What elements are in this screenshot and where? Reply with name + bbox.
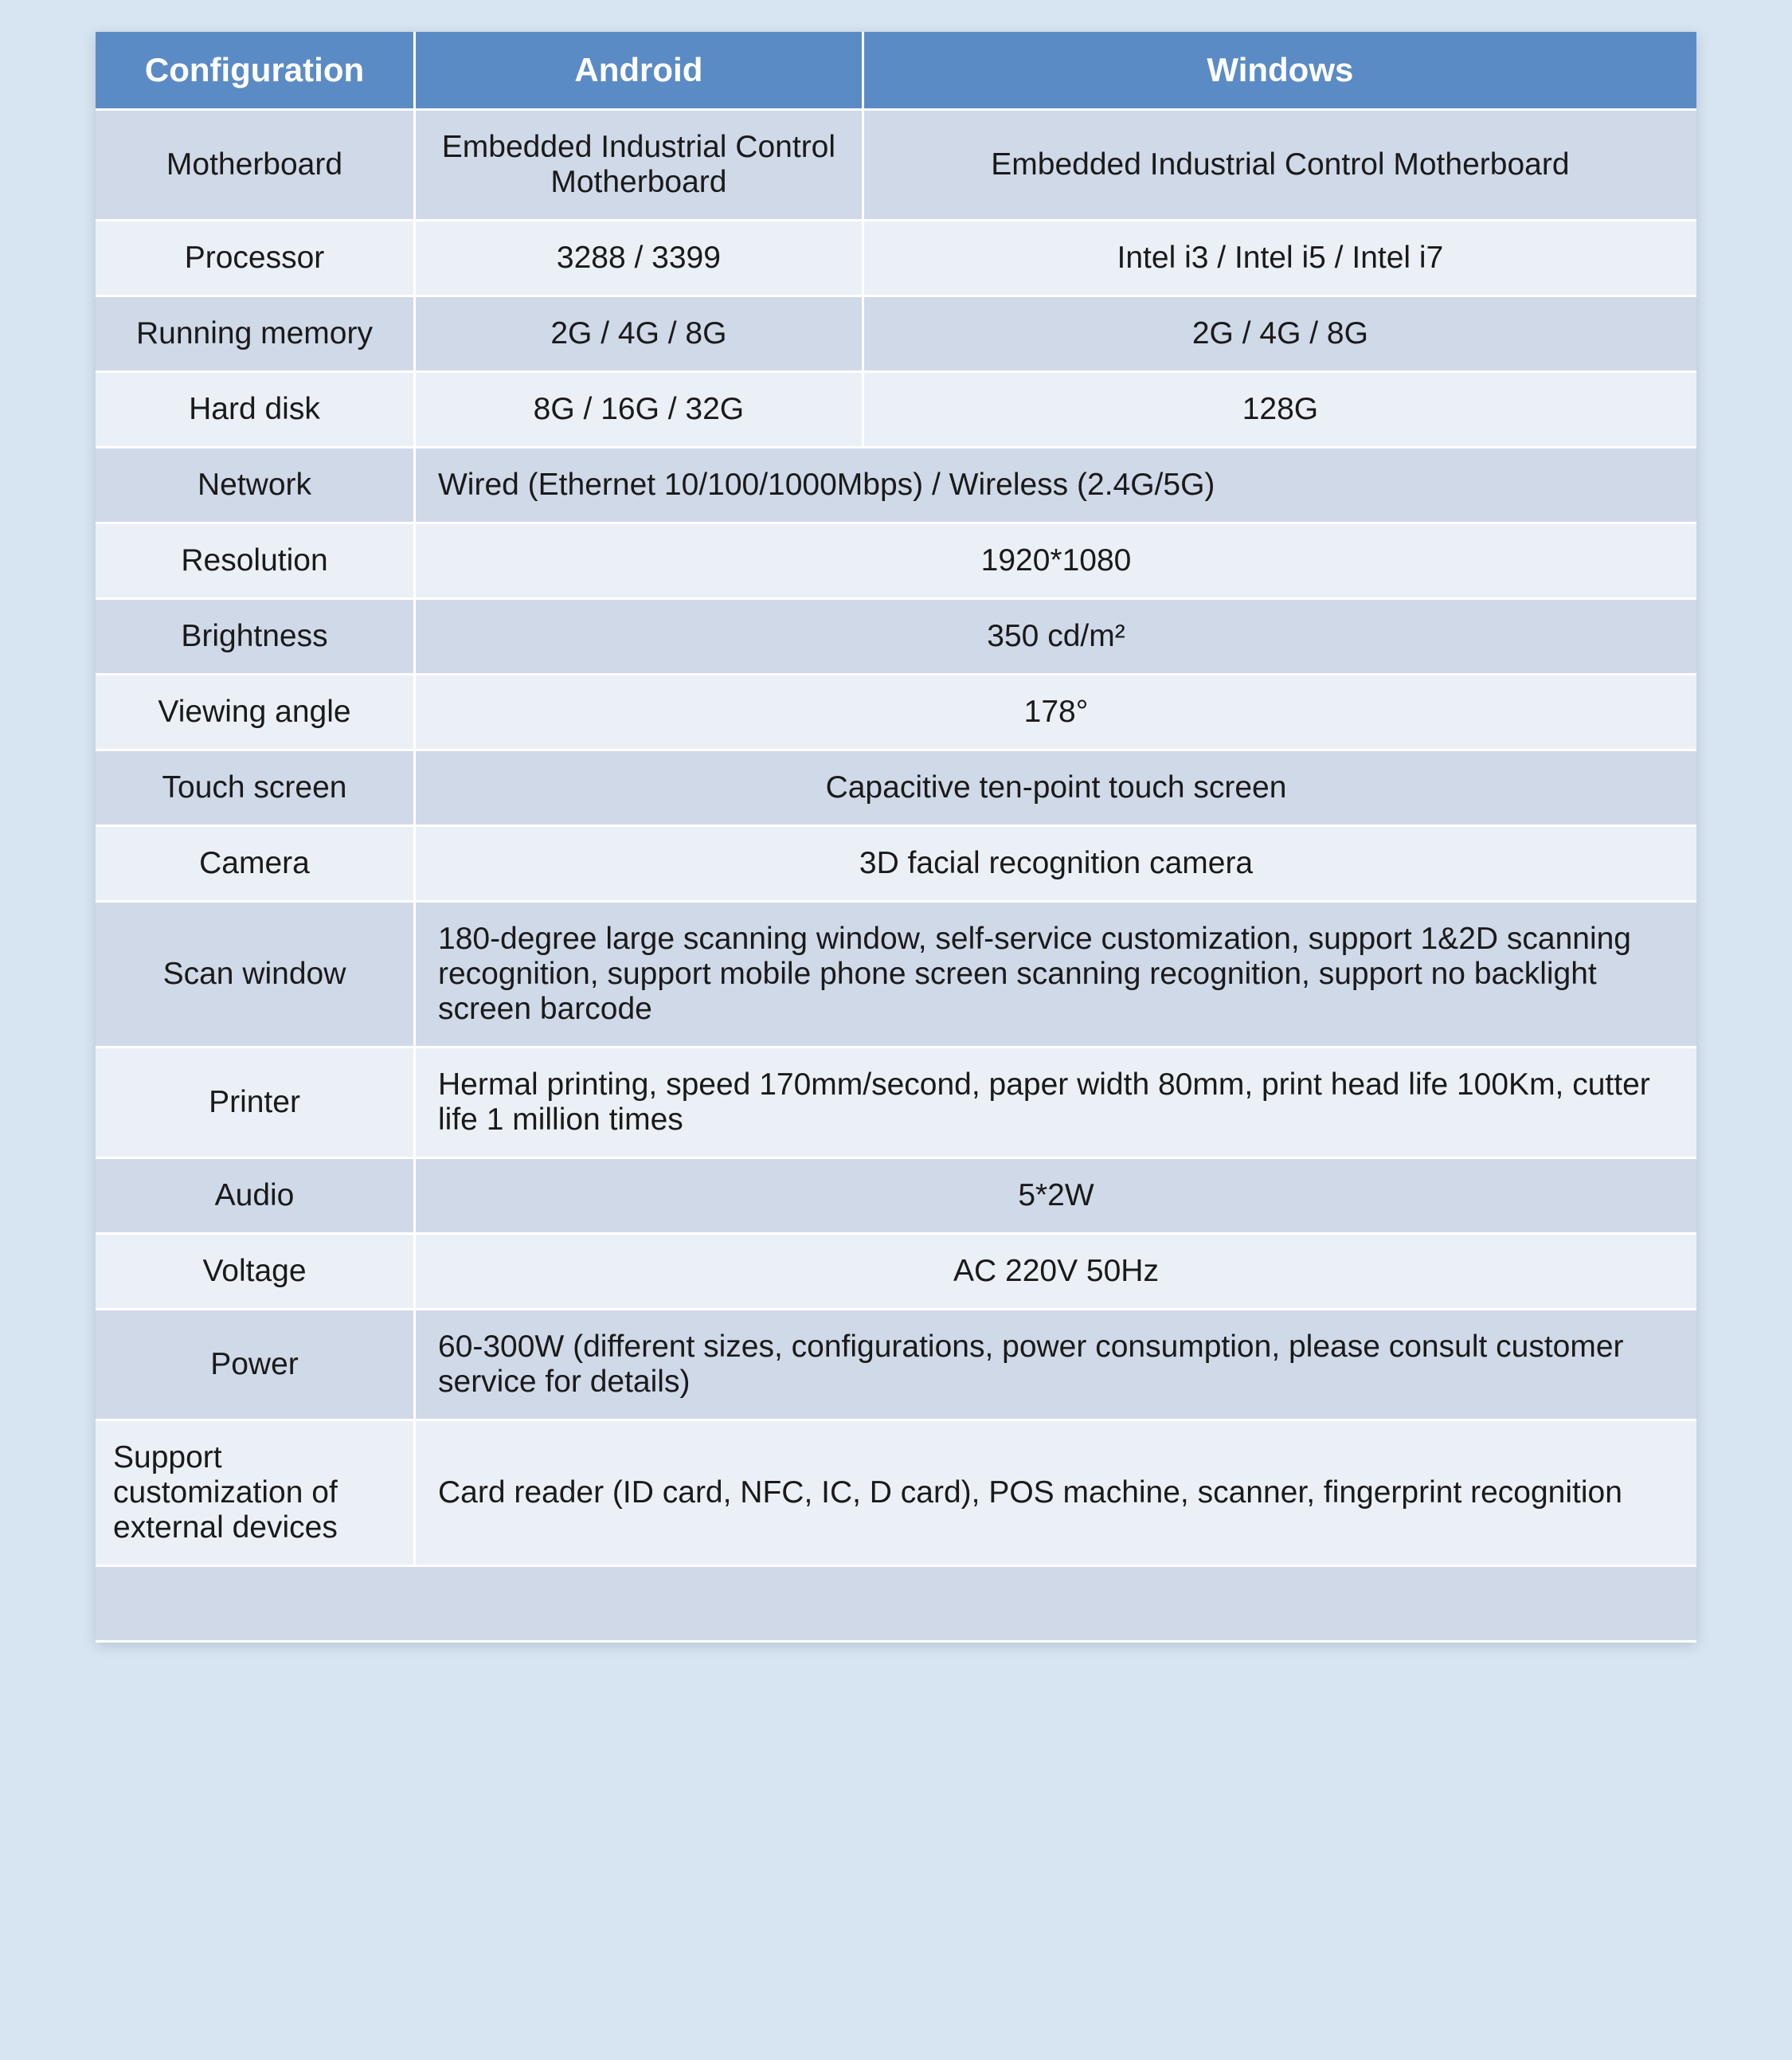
- cell-merged: 350 cd/m²: [416, 600, 1696, 676]
- row-label: Resolution: [96, 524, 416, 600]
- cell-windows: Intel i3 / Intel i5 / Intel i7: [864, 221, 1696, 297]
- table-row: Resolution1920*1080: [96, 524, 1696, 600]
- table-row: Camera3D facial recognition camera: [96, 827, 1696, 903]
- table-row: Scan window180-degree large scanning win…: [96, 903, 1696, 1048]
- row-label: Audio: [96, 1159, 416, 1235]
- cell-merged: Capacitive ten-point touch screen: [416, 751, 1696, 827]
- table-row: [96, 1567, 1696, 1643]
- cell-merged: 5*2W: [416, 1159, 1696, 1235]
- table-row: MotherboardEmbedded Industrial Control M…: [96, 111, 1696, 221]
- row-label: Camera: [96, 827, 416, 903]
- header-windows: Windows: [864, 32, 1696, 111]
- cell-android: 3288 / 3399: [416, 221, 864, 297]
- table-row: VoltageAC 220V 50Hz: [96, 1235, 1696, 1310]
- header-row: Configuration Android Windows: [96, 32, 1696, 111]
- row-label: Network: [96, 448, 416, 524]
- table-row: Hard disk8G / 16G / 32G128G: [96, 373, 1696, 448]
- table-row: Brightness350 cd/m²: [96, 600, 1696, 676]
- row-label: Running memory: [96, 297, 416, 373]
- row-label: Motherboard: [96, 111, 416, 221]
- cell-merged: 180-degree large scanning window, self-s…: [416, 903, 1696, 1048]
- row-label: Viewing angle: [96, 676, 416, 751]
- cell-windows: Embedded Industrial Control Motherboard: [864, 111, 1696, 221]
- cell-merged: 60-300W (different sizes, configurations…: [416, 1310, 1696, 1421]
- row-label: Processor: [96, 221, 416, 297]
- cell-merged: 178°: [416, 676, 1696, 751]
- header-android: Android: [416, 32, 864, 111]
- row-label: Support customization of external device…: [96, 1421, 416, 1567]
- table-row: Running memory2G / 4G / 8G2G / 4G / 8G: [96, 297, 1696, 373]
- header-configuration: Configuration: [96, 32, 416, 111]
- table-row: PrinterHermal printing, speed 170mm/seco…: [96, 1048, 1696, 1159]
- cell-merged: Card reader (ID card, NFC, IC, D card), …: [416, 1421, 1696, 1567]
- cell-android: 2G / 4G / 8G: [416, 297, 864, 373]
- cell-merged: 1920*1080: [416, 524, 1696, 600]
- table-row: Viewing angle178°: [96, 676, 1696, 751]
- table-head: Configuration Android Windows: [96, 32, 1696, 111]
- empty-cell: [96, 1567, 1696, 1643]
- cell-merged: 3D facial recognition camera: [416, 827, 1696, 903]
- spec-table: Configuration Android Windows Motherboar…: [96, 32, 1696, 1643]
- row-label: Printer: [96, 1048, 416, 1159]
- row-label: Power: [96, 1310, 416, 1421]
- cell-merged: Hermal printing, speed 170mm/second, pap…: [416, 1048, 1696, 1159]
- row-label: Brightness: [96, 600, 416, 676]
- row-label: Scan window: [96, 903, 416, 1048]
- table-row: Power60-300W (different sizes, configura…: [96, 1310, 1696, 1421]
- spec-table-container: Configuration Android Windows Motherboar…: [96, 32, 1696, 1643]
- cell-windows: 128G: [864, 373, 1696, 448]
- row-label: Hard disk: [96, 373, 416, 448]
- table-row: Processor3288 / 3399Intel i3 / Intel i5 …: [96, 221, 1696, 297]
- row-label: Voltage: [96, 1235, 416, 1310]
- table-row: Touch screenCapacitive ten-point touch s…: [96, 751, 1696, 827]
- table-row: Support customization of external device…: [96, 1421, 1696, 1567]
- table-body: MotherboardEmbedded Industrial Control M…: [96, 111, 1696, 1643]
- cell-android: Embedded Industrial Control Motherboard: [416, 111, 864, 221]
- cell-windows: 2G / 4G / 8G: [864, 297, 1696, 373]
- table-row: NetworkWired (Ethernet 10/100/1000Mbps) …: [96, 448, 1696, 524]
- row-label: Touch screen: [96, 751, 416, 827]
- table-row: Audio5*2W: [96, 1159, 1696, 1235]
- cell-merged: AC 220V 50Hz: [416, 1235, 1696, 1310]
- cell-android: 8G / 16G / 32G: [416, 373, 864, 448]
- cell-merged: Wired (Ethernet 10/100/1000Mbps) / Wirel…: [416, 448, 1696, 524]
